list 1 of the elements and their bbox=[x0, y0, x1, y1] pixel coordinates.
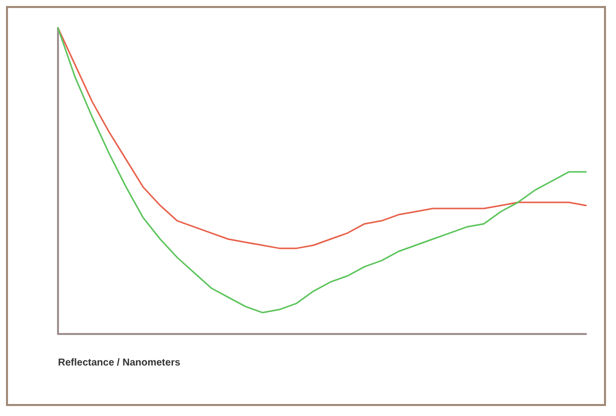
x-axis-title: Reflectance / Nanometers bbox=[58, 358, 181, 368]
